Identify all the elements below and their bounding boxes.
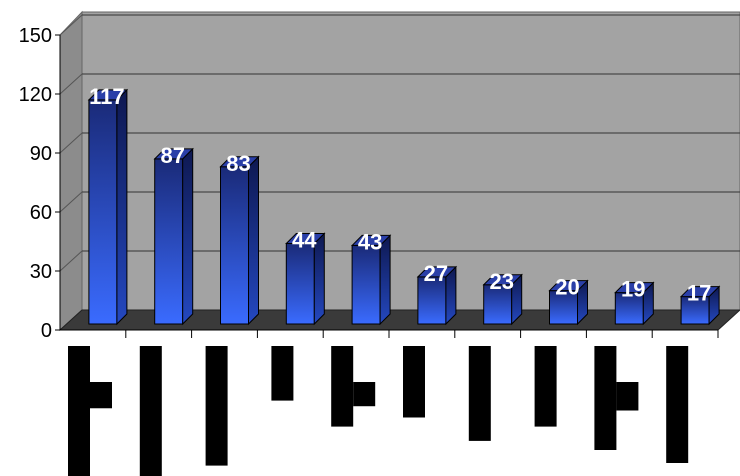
gridline-side [59, 73, 83, 95]
bar-front [680, 296, 710, 325]
gridlines [59, 14, 740, 272]
bar [548, 279, 589, 326]
data-label: 87 [160, 143, 184, 168]
data-label: 44 [292, 227, 317, 252]
data-label: 17 [687, 281, 711, 306]
y-tick-label: 60 [30, 202, 52, 224]
bar-side [248, 155, 259, 326]
gridline-side [59, 14, 83, 36]
redacted-category-label [90, 382, 112, 409]
y-tick-label: 90 [30, 143, 52, 165]
bar-top [679, 286, 721, 298]
bar-top [350, 234, 392, 246]
gridline-side [59, 132, 83, 154]
redacted-category-label [534, 346, 557, 427]
bar [219, 155, 260, 326]
x-axis-category-labels [68, 330, 719, 476]
y-tick-label: 120 [19, 84, 52, 106]
bar-front [351, 244, 381, 325]
y-tick-label: 0 [41, 320, 52, 342]
bar [416, 265, 458, 326]
bar [285, 232, 326, 326]
bar-front [483, 284, 513, 325]
bar-front [285, 242, 315, 325]
bar-top [482, 274, 523, 286]
bar-front [154, 158, 184, 325]
data-label: 23 [489, 269, 513, 294]
bar-front [220, 166, 249, 325]
redacted-category-label [271, 346, 294, 401]
data-label: 117 [89, 84, 125, 109]
bar-top [87, 89, 129, 101]
gridline-side [59, 191, 83, 213]
redacted-category-label [353, 382, 376, 407]
chart-side-wall [59, 10, 83, 332]
bar [87, 88, 129, 326]
bar-top [219, 156, 260, 168]
bar-top [153, 148, 194, 160]
bar-side [182, 147, 194, 326]
bar-top [416, 266, 458, 278]
bar [350, 234, 392, 326]
bar-top [548, 280, 589, 292]
redacted-category-label [616, 382, 639, 411]
redacted-category-label [331, 346, 354, 427]
bar-front [88, 99, 118, 325]
redacted-category-label [403, 346, 425, 418]
data-label: 20 [555, 275, 579, 300]
bar-series [87, 88, 721, 326]
y-tick-label: 30 [30, 261, 52, 283]
bar [679, 285, 721, 326]
data-label: 27 [424, 261, 448, 286]
gridline-side [59, 250, 83, 272]
y-tick-label: 150 [19, 25, 52, 47]
data-label: 19 [621, 277, 645, 302]
bar-top [285, 232, 326, 244]
redacted-category-label [594, 346, 617, 450]
bar-side [116, 88, 128, 326]
redacted-category-label [468, 346, 491, 441]
bar-top [614, 282, 655, 294]
data-label: 83 [226, 151, 250, 176]
data-labels: 117 87 83 44 43 27 23 20 19 17 [89, 84, 711, 306]
data-label: 43 [358, 229, 382, 254]
redacted-category-label [68, 346, 90, 476]
bar [614, 281, 655, 326]
redacted-category-label [205, 346, 228, 466]
redacted-category-label [139, 346, 162, 476]
bar [482, 273, 523, 326]
bar [153, 147, 194, 326]
redacted-category-label [666, 346, 689, 463]
